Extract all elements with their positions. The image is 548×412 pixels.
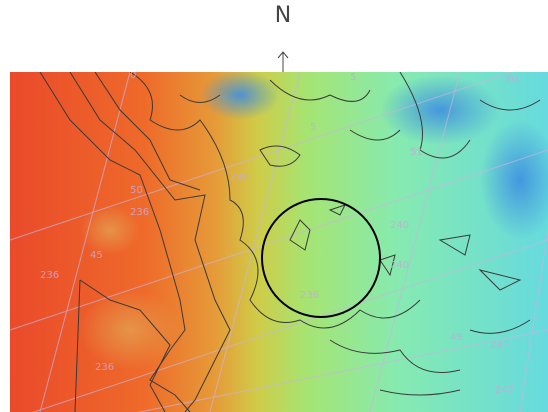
contour-label: 5: [350, 72, 356, 83]
contour-label: 236: [95, 362, 114, 373]
contour-label: 240: [390, 260, 409, 271]
contour-label: 45: [90, 250, 103, 261]
contour-label: 236: [300, 290, 319, 301]
map-view: N: [0, 0, 548, 412]
contour-label: 240: [230, 172, 249, 183]
compass-label: N: [275, 3, 291, 28]
contour-label: 247: [490, 340, 509, 351]
contour-label: 51: [410, 147, 423, 158]
contour-label: 5: [310, 122, 316, 133]
contour-label: 10: [505, 74, 518, 85]
contour-label: 236: [130, 207, 149, 218]
compass-arrow: [278, 52, 288, 72]
contour-label: 236: [40, 270, 59, 281]
contour-label: 50: [130, 185, 143, 196]
contour-label: 247: [495, 385, 514, 396]
contour-label: 49: [450, 332, 463, 343]
contour-label: 240: [390, 220, 409, 231]
contour-label: 0: [130, 70, 136, 81]
